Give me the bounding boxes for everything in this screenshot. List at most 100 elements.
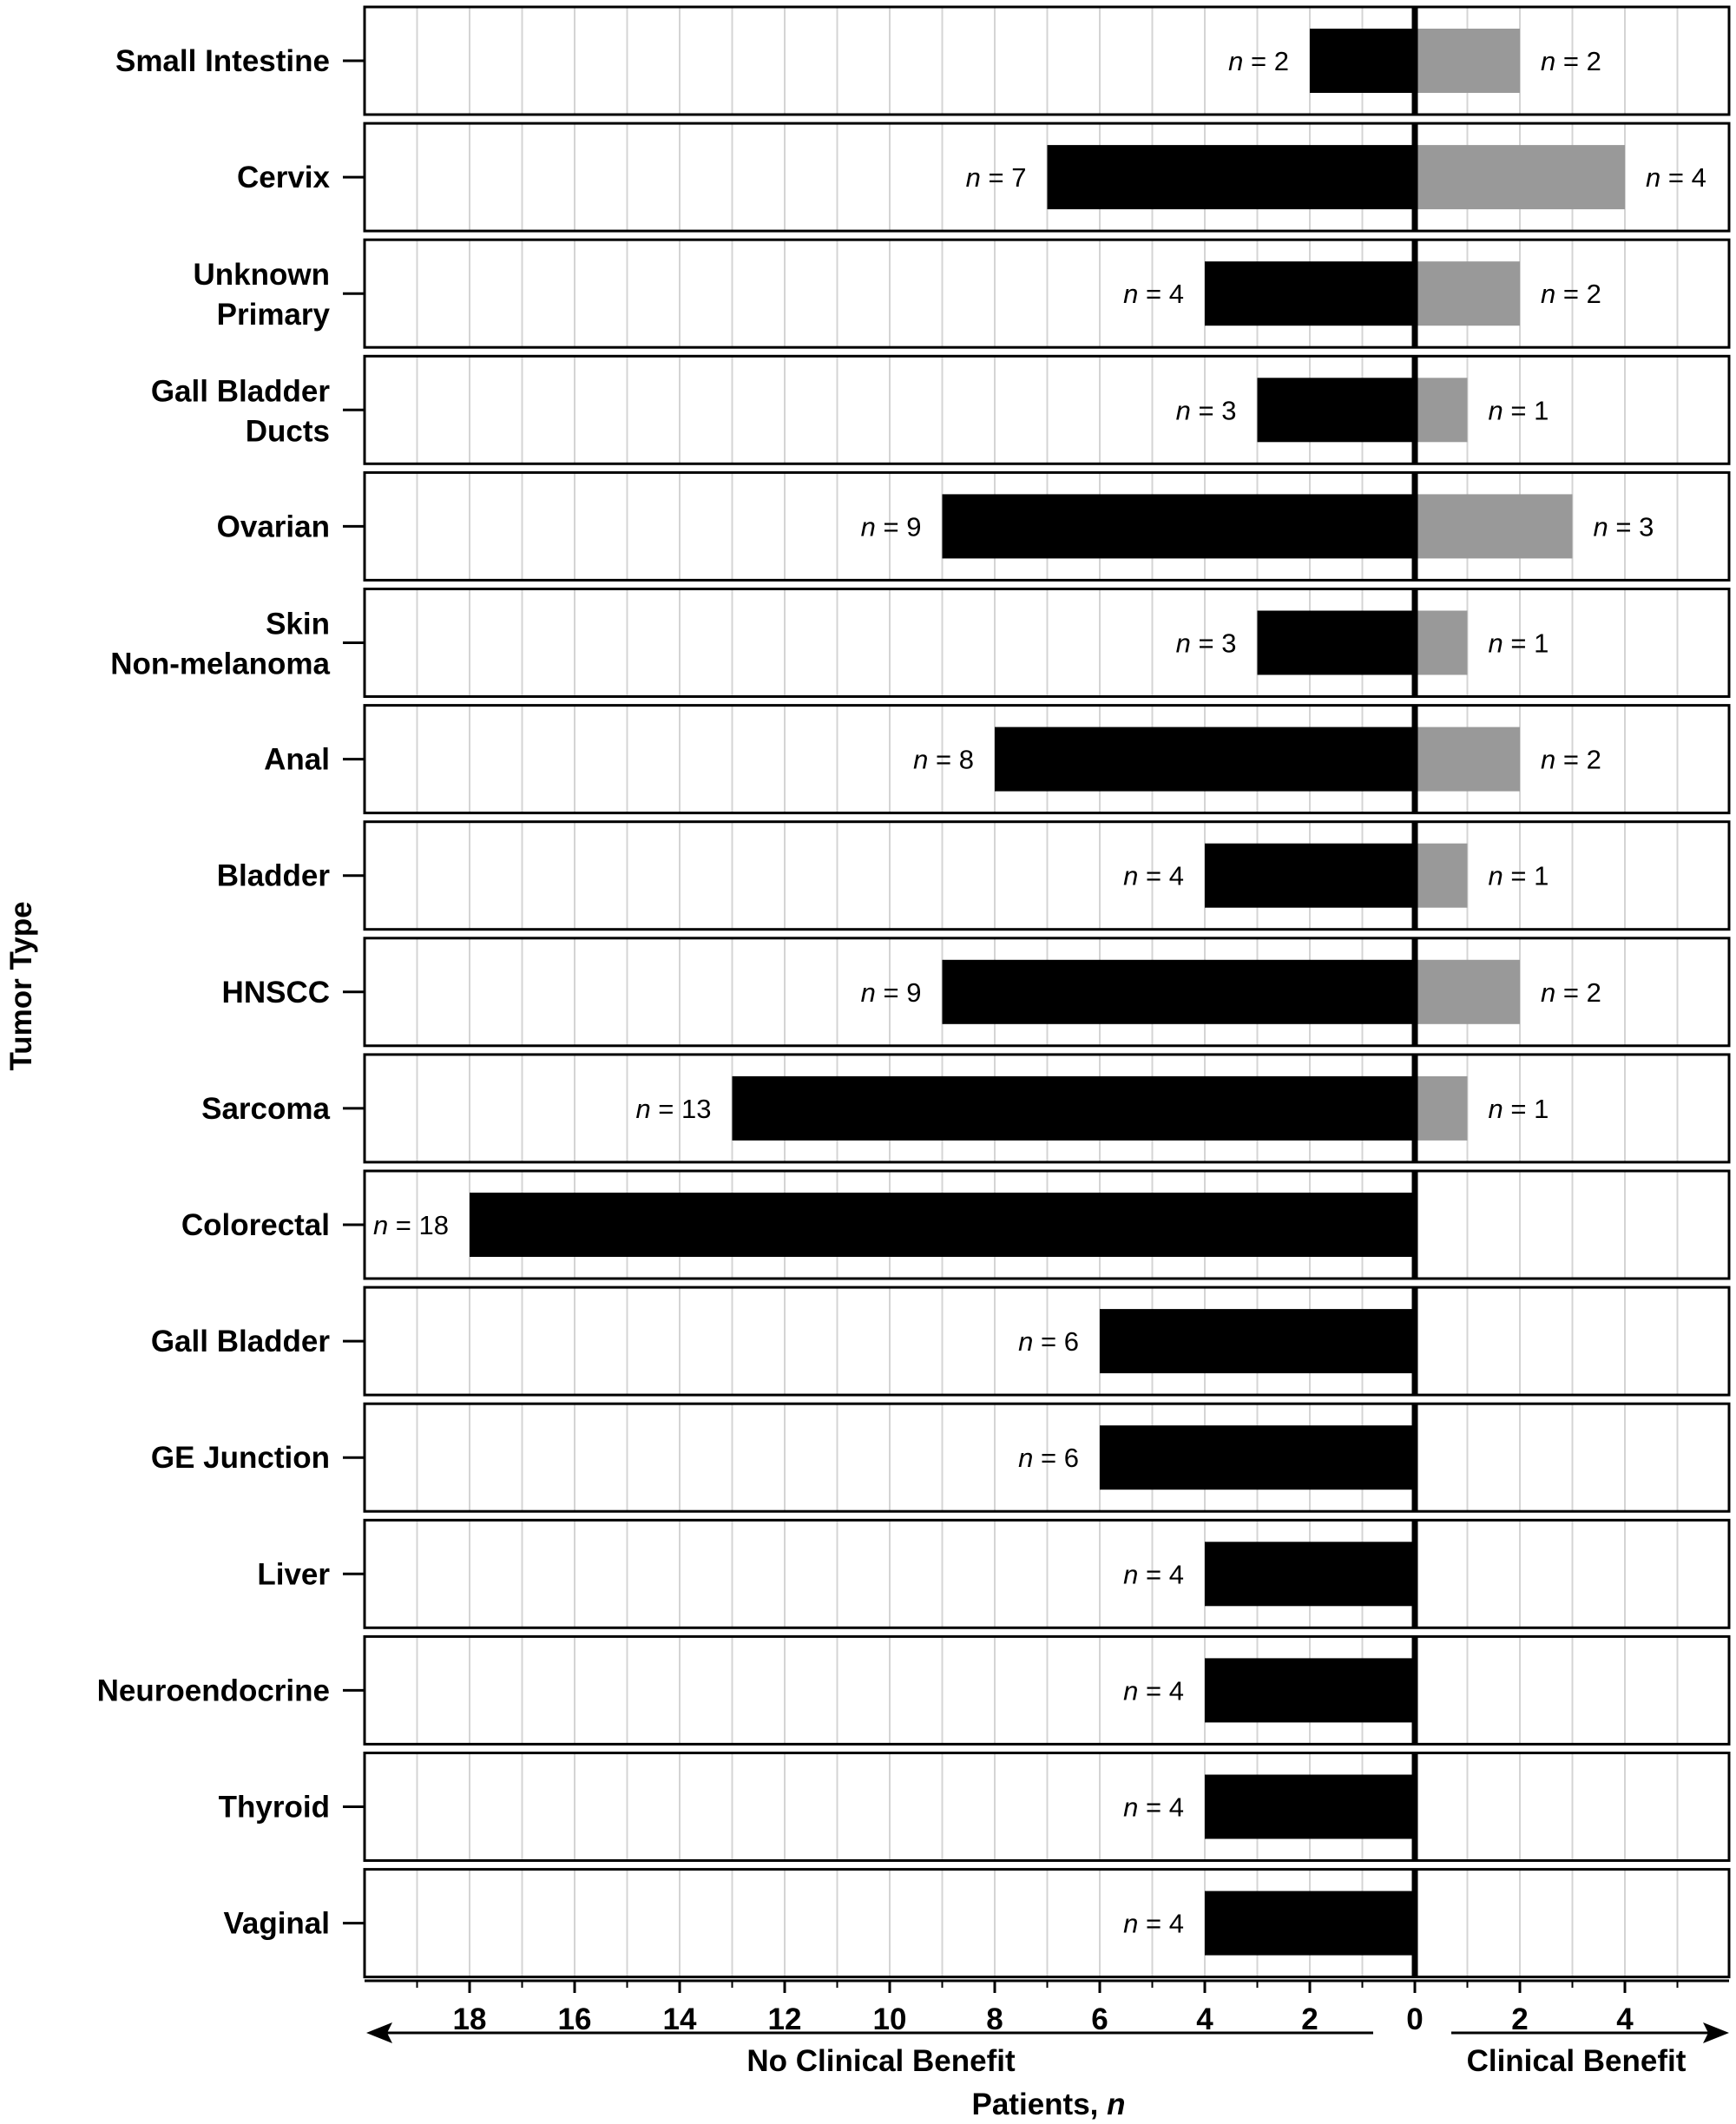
category-panel: n = 2 n = 2: [363, 5, 1731, 116]
category-label: Cervix: [237, 161, 331, 194]
bar-clinical-benefit: [1415, 378, 1468, 443]
data-label-benefit: n = 1: [1489, 395, 1549, 425]
data-label-benefit: n = 1: [1489, 1094, 1549, 1124]
category-label: Bladder: [217, 859, 331, 893]
category-panel: n = 3 n = 1: [363, 354, 1731, 465]
category-panel: n = 9 n = 2: [363, 937, 1731, 1048]
bar-clinical-benefit: [1415, 494, 1573, 559]
x-tick-label: 12: [768, 2002, 802, 2036]
category-label: HNSCC: [222, 976, 330, 1009]
bar-no-clinical-benefit: [732, 1075, 1415, 1141]
category-panel: n = 4 n = 1: [363, 820, 1731, 931]
data-label-no-benefit: n = 4: [1123, 1559, 1184, 1589]
category-panel: n = 4: [363, 1518, 1731, 1629]
data-label-no-benefit: n = 6: [1018, 1326, 1079, 1357]
data-label-no-benefit: n = 6: [1018, 1443, 1079, 1473]
category-label: Ovarian: [217, 510, 330, 543]
data-label-no-benefit: n = 2: [1228, 46, 1289, 76]
x-tick-label: 4: [1616, 2002, 1634, 2036]
data-label-no-benefit: n = 9: [861, 977, 922, 1008]
bar-no-clinical-benefit: [1205, 261, 1415, 326]
data-label-benefit: n = 3: [1594, 511, 1654, 542]
x-tick-label: 18: [453, 2002, 487, 2036]
x-tick-label: 4: [1196, 2002, 1213, 2036]
x-tick-label: 14: [663, 2002, 697, 2036]
category-label: Gall Bladder: [151, 1325, 331, 1358]
bar-no-clinical-benefit: [942, 959, 1415, 1024]
right-arrow-head: [1703, 2022, 1729, 2043]
bar-no-clinical-benefit: [1100, 1309, 1415, 1374]
category-label: Anal: [264, 743, 330, 777]
category-label: Colorectal: [181, 1208, 330, 1242]
data-label-no-benefit: n = 3: [1176, 395, 1237, 425]
data-label-no-benefit: n = 4: [1123, 1909, 1184, 1939]
y-axis-title: Tumor Type: [4, 901, 38, 1070]
category-panel: n = 4: [363, 1868, 1731, 1979]
x-tick-label: 6: [1091, 2002, 1108, 2036]
data-label-benefit: n = 2: [1541, 977, 1601, 1008]
bar-no-clinical-benefit: [1257, 378, 1415, 443]
category-label: GE Junction: [151, 1441, 330, 1475]
category-label: Gall Bladder Ducts: [151, 374, 331, 448]
bar-no-clinical-benefit: [1205, 1658, 1415, 1723]
bar-no-clinical-benefit: [1310, 29, 1415, 93]
bar-no-clinical-benefit: [995, 727, 1415, 792]
data-label-no-benefit: n = 3: [1176, 628, 1237, 659]
bar-clinical-benefit: [1415, 29, 1520, 93]
bar-no-clinical-benefit: [1205, 1542, 1415, 1607]
category-panel: n = 4: [363, 1752, 1731, 1862]
x-tick-label: 2: [1511, 2002, 1528, 2036]
bar-clinical-benefit: [1415, 261, 1520, 326]
bar-clinical-benefit: [1415, 1075, 1468, 1141]
category-panel: n = 3 n = 1: [363, 588, 1731, 698]
x-tick-label: 10: [873, 2002, 907, 2036]
category-label: Unknown Primary: [194, 258, 331, 332]
bar-clinical-benefit: [1415, 959, 1520, 1024]
category-panel: n = 4 n = 2: [363, 238, 1731, 349]
bar-no-clinical-benefit: [1205, 1774, 1415, 1839]
bar-clinical-benefit: [1415, 610, 1468, 675]
data-label-no-benefit: n = 4: [1123, 1675, 1184, 1706]
category-panel: n = 9 n = 3: [363, 470, 1731, 582]
no-clinical-benefit-label: No Clinical Benefit: [746, 2044, 1016, 2078]
x-tick-label: 0: [1406, 2002, 1423, 2036]
category-labels: Small Intestine Cervix Unknown Primary Gall …: [97, 44, 365, 1941]
x-tick-label: 16: [558, 2002, 592, 2036]
data-label-no-benefit: n = 13: [635, 1094, 711, 1124]
data-label-benefit: n = 1: [1489, 861, 1549, 891]
data-label-no-benefit: n = 4: [1123, 1792, 1184, 1823]
data-label-benefit: n = 2: [1541, 46, 1601, 76]
category-label: Liver: [257, 1557, 330, 1591]
data-label-benefit: n = 2: [1541, 279, 1601, 309]
left-arrow-head: [366, 2022, 392, 2043]
category-panel: n = 7 n = 4: [363, 122, 1731, 233]
data-label-no-benefit: n = 7: [966, 162, 1027, 193]
data-label-no-benefit: n = 4: [1123, 279, 1184, 309]
data-label-no-benefit: n = 4: [1123, 861, 1184, 891]
bar-no-clinical-benefit: [1205, 1891, 1415, 1956]
x-tick-label: 8: [986, 2002, 1003, 2036]
category-label: Small Intestine: [115, 44, 330, 78]
bar-no-clinical-benefit: [1257, 610, 1415, 675]
bar-no-clinical-benefit: [470, 1193, 1415, 1257]
data-label-benefit: n = 1: [1489, 628, 1549, 659]
category-panel: n = 6: [363, 1402, 1731, 1513]
data-label-no-benefit: n = 8: [913, 745, 974, 775]
category-panel: n = 18: [363, 1169, 1731, 1280]
category-panel: n = 13 n = 1: [363, 1053, 1731, 1164]
bar-no-clinical-benefit: [1100, 1425, 1415, 1490]
data-label-benefit: n = 4: [1646, 162, 1706, 193]
data-label-no-benefit: n = 18: [373, 1210, 449, 1240]
bar-clinical-benefit: [1415, 843, 1468, 908]
category-label: Vaginal: [223, 1907, 330, 1941]
bar-clinical-benefit: [1415, 145, 1625, 210]
category-label: Skin Non-melanoma: [110, 608, 330, 681]
category-panels: n = 2 n = 2 n = 7 n = 4 n = 4 n = 2 n = 3 n = 1…: [363, 5, 1731, 1979]
bar-clinical-benefit: [1415, 727, 1520, 792]
x-tick-label: 2: [1301, 2002, 1318, 2036]
x-axis-title: Patients, n: [972, 2088, 1126, 2121]
data-label-no-benefit: n = 9: [861, 511, 922, 542]
bar-no-clinical-benefit: [1205, 843, 1415, 908]
category-label: Sarcoma: [201, 1092, 330, 1126]
